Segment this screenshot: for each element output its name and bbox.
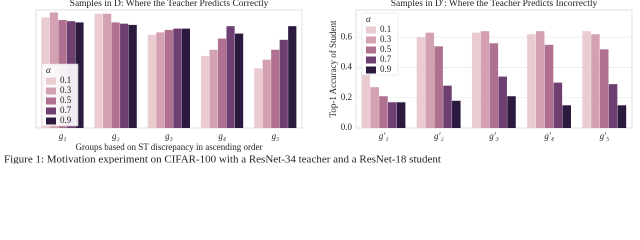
bar — [279, 39, 288, 128]
bar — [591, 34, 600, 129]
bar — [226, 26, 235, 128]
legend-label: 0.1 — [380, 24, 391, 34]
bar — [128, 24, 137, 128]
y-tick-label: 0.0 — [341, 122, 353, 132]
bar — [217, 38, 227, 128]
legend-swatch — [46, 87, 56, 95]
bar — [94, 13, 103, 128]
bar — [103, 13, 112, 128]
chart-title: Samples in D: Where the Teacher Predicts… — [70, 0, 269, 9]
bar — [480, 31, 490, 128]
bar — [544, 44, 554, 128]
bar — [254, 68, 263, 128]
bar — [147, 34, 156, 129]
y-axis-label: Top-1 Accuracy of Student — [328, 20, 338, 118]
chart-title: Samples in D′: Where the Teacher Predict… — [391, 0, 598, 9]
x-tick-label: g′₂ — [434, 131, 444, 141]
bar — [388, 102, 397, 128]
legend-swatch — [366, 46, 376, 54]
x-tick-label: g′₅ — [600, 131, 610, 141]
bar — [434, 46, 443, 128]
legend-label: 0.7 — [60, 105, 72, 115]
bar — [582, 31, 591, 128]
bar — [396, 102, 406, 128]
bar — [200, 55, 210, 128]
bar — [262, 59, 271, 128]
bar — [156, 32, 165, 128]
bar — [120, 23, 129, 128]
bar — [425, 32, 435, 128]
legend-title: α — [366, 14, 371, 24]
legend-label: 0.5 — [60, 95, 72, 105]
y-tick-label: 0.6 — [341, 31, 353, 41]
legend-label: 0.3 — [380, 34, 392, 44]
bar — [173, 28, 182, 129]
legend-label: 0.3 — [60, 85, 72, 95]
y-tick-label: 0.2 — [341, 92, 352, 102]
bar — [271, 49, 280, 128]
x-tick-label: g′₄ — [544, 131, 554, 141]
bar — [75, 22, 84, 129]
caption: Figure 1: Motivation experiment on CIFAR… — [4, 154, 441, 164]
legend-swatch — [366, 36, 376, 44]
bar — [527, 34, 536, 129]
x-tick-label: g′₁ — [379, 131, 389, 141]
legend-swatch — [366, 66, 376, 74]
bar — [608, 84, 618, 128]
bar — [489, 43, 499, 128]
legend-label: 0.7 — [380, 54, 392, 64]
bar — [553, 82, 563, 128]
x-tick-label: g₄ — [218, 131, 226, 141]
legend-swatch — [46, 77, 56, 85]
legend-swatch — [46, 117, 56, 125]
legend-swatch — [366, 26, 376, 34]
legend-box — [41, 63, 79, 127]
bar — [535, 31, 545, 128]
bar — [562, 105, 571, 128]
bar — [617, 105, 627, 128]
bar — [379, 96, 388, 128]
bar — [443, 85, 452, 128]
bar — [181, 28, 190, 129]
figure: Figure 1: Motivation experiment on CIFAR… — [4, 0, 633, 164]
bar — [507, 96, 516, 128]
bar — [370, 87, 379, 128]
legend-title: α — [46, 65, 51, 75]
bar — [209, 49, 218, 128]
x-tick-label: g′₃ — [489, 131, 499, 141]
legend-swatch — [46, 97, 56, 105]
bar — [452, 100, 461, 128]
y-tick-label: 0.4 — [341, 62, 353, 72]
bar — [288, 26, 297, 128]
bar — [599, 49, 609, 129]
bar — [416, 37, 426, 128]
bar — [498, 76, 507, 128]
legend-swatch — [366, 56, 376, 64]
x-tick-label: g₂ — [112, 131, 120, 141]
bar — [361, 72, 371, 128]
x-axis-label: Groups based on ST discrepancy in ascend… — [75, 142, 262, 152]
bar — [164, 29, 173, 128]
bar — [234, 33, 244, 128]
bar — [111, 22, 120, 129]
bar — [471, 32, 481, 128]
x-tick-label: g₅ — [272, 131, 280, 141]
legend-label: 0.9 — [380, 64, 392, 74]
legend-label: 0.9 — [60, 115, 72, 125]
legend-label: 0.5 — [380, 44, 392, 54]
legend-label: 0.1 — [60, 75, 71, 85]
x-tick-label: g₁ — [59, 131, 67, 141]
legend-box — [361, 12, 399, 76]
x-tick-label: g₃ — [165, 131, 173, 141]
legend-swatch — [46, 107, 56, 115]
